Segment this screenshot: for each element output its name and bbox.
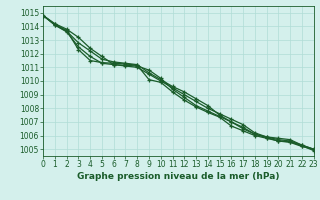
X-axis label: Graphe pression niveau de la mer (hPa): Graphe pression niveau de la mer (hPa) [77, 172, 280, 181]
